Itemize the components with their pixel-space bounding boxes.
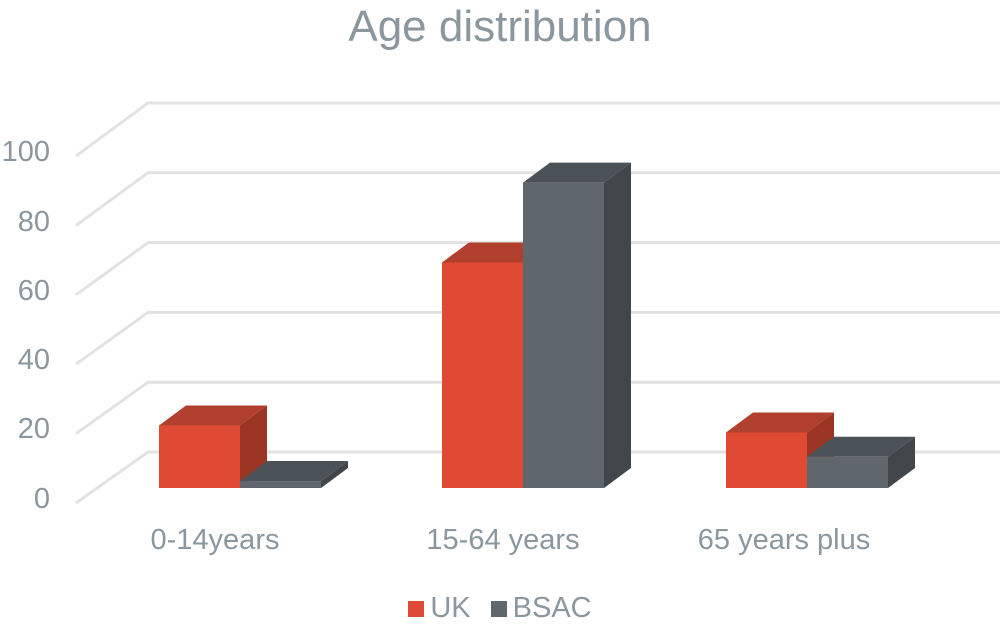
y-tick-80: 80 [17, 206, 50, 238]
y-tick-40: 40 [17, 344, 50, 376]
legend-item-bsac: BSAC [490, 592, 592, 625]
bar-uk-1 [442, 262, 523, 488]
y-tick-0: 0 [33, 483, 50, 515]
y-tick-60: 60 [17, 275, 50, 307]
legend: UK BSAC [0, 592, 1000, 625]
bar-uk-2 [726, 432, 807, 488]
legend-swatch-bsac [490, 600, 507, 617]
bar-top [726, 412, 834, 433]
y-tick-20: 20 [17, 413, 50, 445]
bar-top [523, 162, 631, 183]
bar-uk-0 [159, 425, 240, 488]
legend-item-uk: UK [408, 592, 471, 625]
bar-bsac-0 [240, 481, 321, 488]
y-tick-100: 100 [1, 136, 50, 168]
bar-side [888, 436, 915, 488]
legend-swatch-uk [408, 600, 425, 617]
bar-side [604, 162, 631, 488]
x-label-65-plus: 65 years plus [697, 524, 871, 556]
bar-top [159, 405, 267, 426]
bar-side [321, 461, 348, 488]
legend-label-bsac: BSAC [512, 592, 592, 624]
bar-bsac-1 [523, 182, 604, 488]
chart-title: Age distribution [348, 2, 652, 51]
legend-label-uk: UK [430, 592, 471, 624]
bar-top [807, 436, 915, 457]
x-label-15-64: 15-64 years [426, 524, 580, 556]
bar-top [240, 461, 348, 482]
bar-bsac-2 [807, 456, 888, 488]
x-label-0-14: 0-14years [150, 524, 280, 556]
